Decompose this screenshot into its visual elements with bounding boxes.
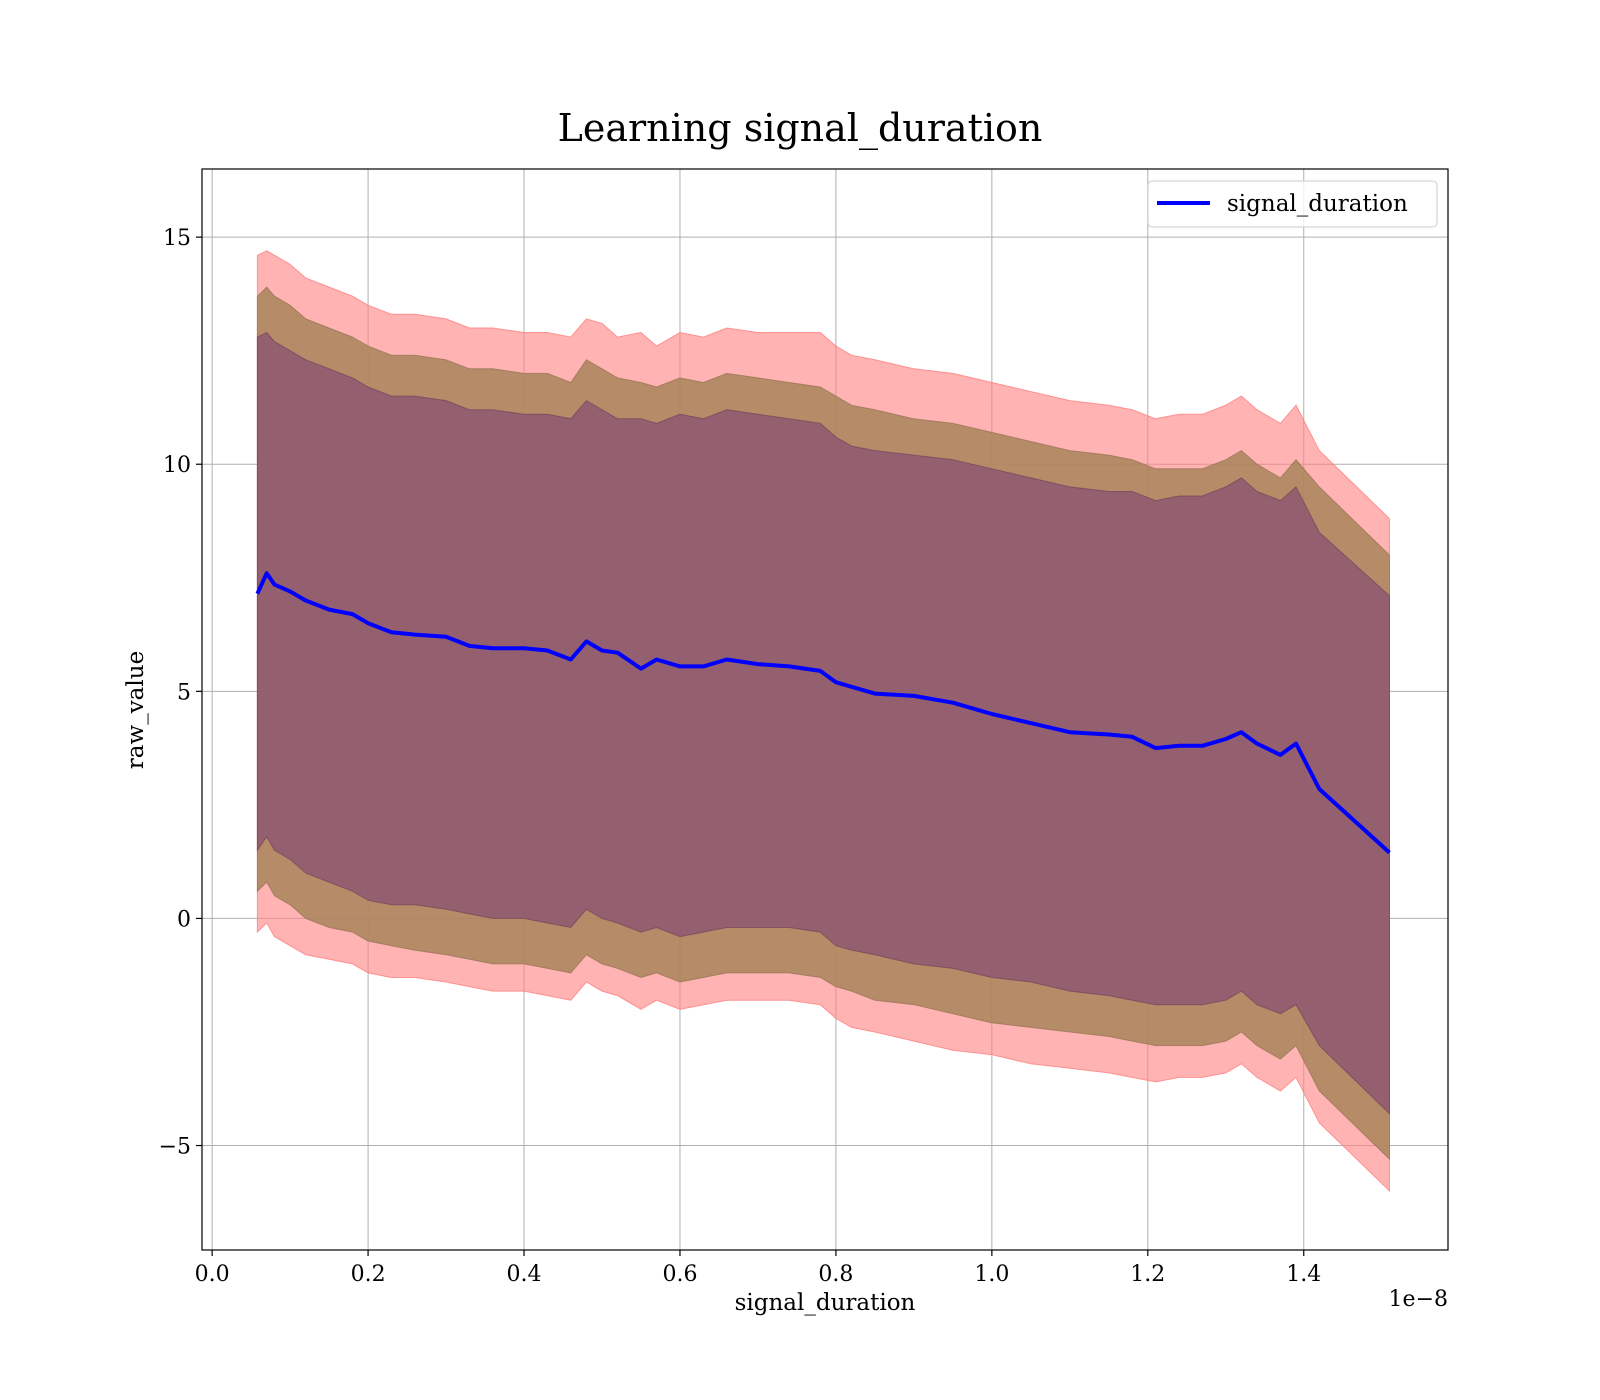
x-axis-ticks: 0.0 0.2 0.4 0.6 0.8 1.0 1.2 1.4	[195, 1250, 1321, 1287]
series-lines	[255, 571, 1391, 855]
confidence-bands	[256, 250, 1390, 1193]
x-tick-label: 1.0	[974, 1262, 1009, 1287]
x-tick-label: 0.2	[351, 1262, 386, 1287]
x-tick-label: 0.6	[662, 1262, 697, 1287]
y-tick-label: −5	[159, 1135, 191, 1160]
chart-title: Learning signal_duration	[558, 106, 1043, 151]
series-line-signal-duration	[255, 571, 1391, 855]
y-tick-label: 10	[163, 453, 191, 478]
plot-frame	[201, 168, 1449, 1251]
legend-label: signal_duration	[1227, 191, 1408, 217]
x-tick-label: 0.8	[818, 1262, 853, 1287]
legend: signal_duration	[1147, 180, 1438, 228]
y-axis-label: raw_value	[123, 651, 149, 769]
band-inner	[256, 331, 1390, 1115]
y-tick-label: 5	[177, 680, 191, 705]
x-tick-label: 0.0	[195, 1262, 230, 1287]
legend-box	[1147, 180, 1438, 228]
y-axis-ticks: −5 0 5 10 15	[159, 226, 202, 1160]
x-tick-label: 0.4	[507, 1262, 542, 1287]
x-axis-label: signal_duration	[735, 1290, 916, 1316]
x-tick-label: 1.4	[1286, 1262, 1321, 1287]
x-axis-scale-label: 1e−8	[1389, 1287, 1448, 1312]
y-tick-label: 15	[163, 226, 191, 251]
y-tick-label: 0	[177, 907, 191, 932]
x-tick-label: 1.2	[1130, 1262, 1165, 1287]
